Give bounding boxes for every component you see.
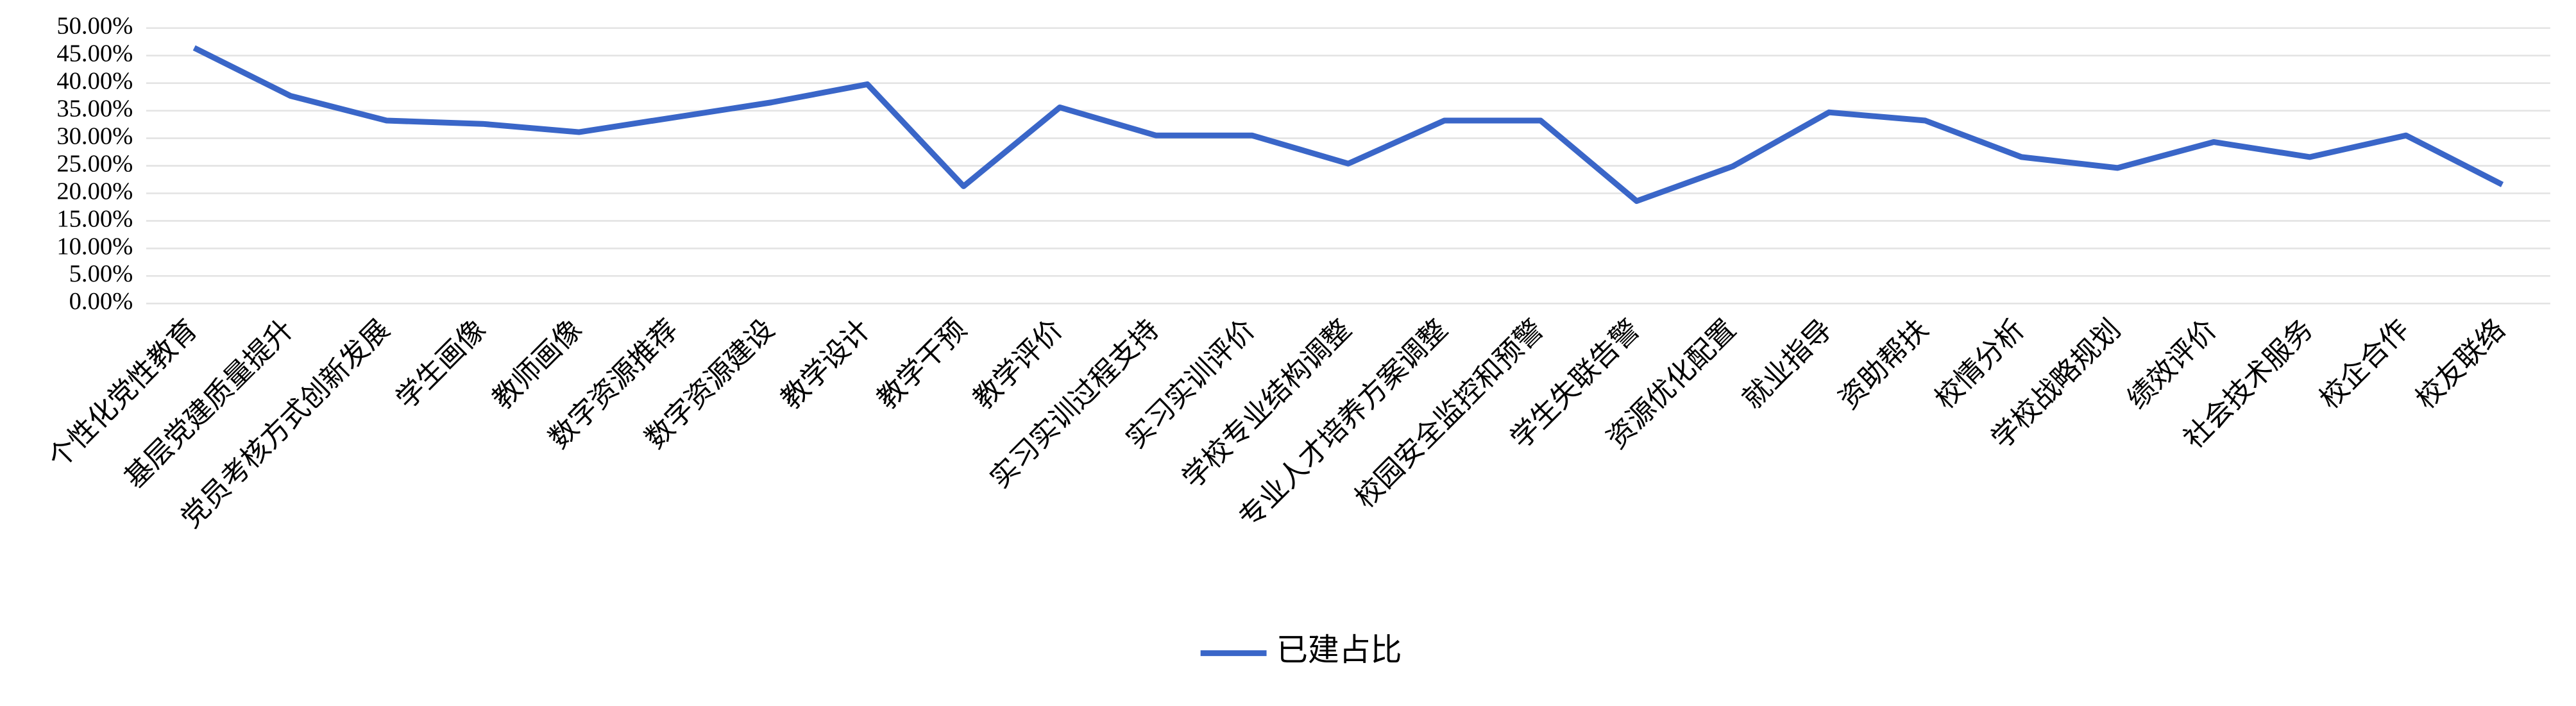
x-tick-label: 实习实训过程支持 xyxy=(985,314,1165,494)
y-tick-label: 15.00% xyxy=(56,205,133,232)
x-tick-label: 教学设计 xyxy=(775,314,877,416)
data-line xyxy=(192,45,2504,205)
x-tick-label: 学校专业结构调整 xyxy=(1177,314,1357,494)
x-tick-label: 资助帮扶 xyxy=(1833,314,1935,416)
x-tick-label: 校情分析 xyxy=(1929,314,2031,416)
y-tick-label: 20.00% xyxy=(56,178,133,205)
y-tick-label: 5.00% xyxy=(69,260,133,287)
x-tick-label: 校园安全监控和预警 xyxy=(1350,314,1550,514)
y-tick-label: 25.00% xyxy=(56,150,133,177)
y-tick-label: 0.00% xyxy=(69,288,133,315)
x-tick-label: 教师画像 xyxy=(487,314,588,416)
y-tick-label: 40.00% xyxy=(56,68,133,95)
x-tick-label: 绩效评价 xyxy=(2122,314,2223,416)
y-tick-label: 10.00% xyxy=(56,233,133,260)
x-tick-label: 就业指导 xyxy=(1737,314,1838,416)
x-tick-label: 校企合作 xyxy=(2314,314,2416,416)
x-tick-label: 教学评价 xyxy=(968,314,1069,416)
x-tick-label: 校友联络 xyxy=(2411,314,2512,416)
y-tick-label: 50.00% xyxy=(56,13,133,40)
x-tick-label: 基层党建质量提升 xyxy=(119,314,300,494)
legend-label: 已建占比 xyxy=(1276,632,1402,668)
x-tick-label: 学生画像 xyxy=(391,314,492,416)
y-tick-label: 35.00% xyxy=(56,95,133,122)
y-tick-label: 45.00% xyxy=(56,40,133,67)
y-tick-label: 30.00% xyxy=(56,122,133,149)
x-tick-label: 教学干预 xyxy=(872,314,973,416)
